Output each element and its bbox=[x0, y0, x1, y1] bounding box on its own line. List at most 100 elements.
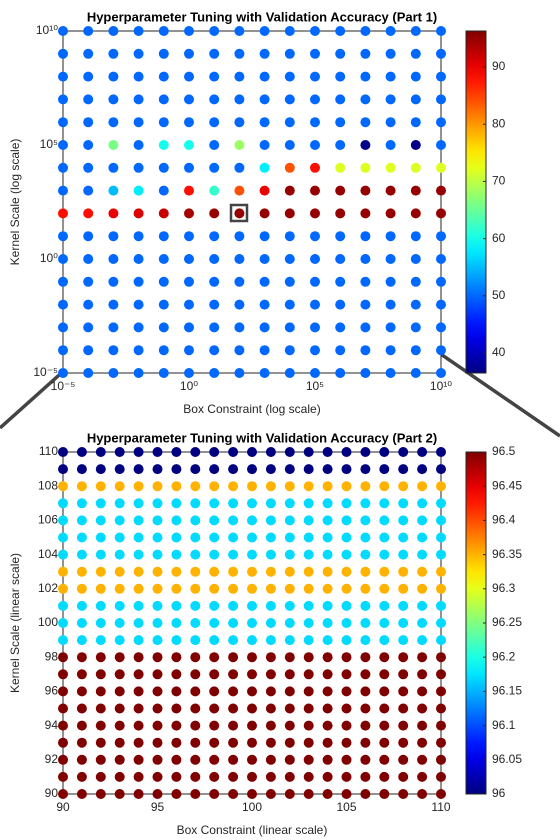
data-point bbox=[133, 771, 144, 782]
data-point bbox=[114, 481, 125, 492]
data-point bbox=[83, 71, 94, 82]
data-point bbox=[360, 532, 371, 543]
data-point bbox=[171, 515, 182, 526]
data-point bbox=[83, 117, 94, 128]
data-point bbox=[114, 583, 125, 594]
data-point bbox=[335, 117, 346, 128]
data-point bbox=[284, 117, 295, 128]
data-point bbox=[133, 652, 144, 663]
data-point bbox=[228, 600, 239, 611]
data-point bbox=[209, 481, 220, 492]
data-point bbox=[284, 299, 295, 310]
y-axis-label: Kernel Scale (log scale) bbox=[8, 139, 22, 266]
data-point bbox=[83, 185, 94, 196]
data-point bbox=[58, 26, 68, 36]
data-point bbox=[171, 532, 182, 543]
data-point bbox=[133, 464, 144, 475]
data-point bbox=[436, 26, 446, 36]
data-point bbox=[341, 464, 352, 475]
data-point bbox=[114, 566, 125, 577]
data-point bbox=[410, 299, 421, 310]
y-tick-label: 10⁰ bbox=[40, 251, 58, 265]
chart-title: Hyperparameter Tuning with Validation Ac… bbox=[87, 9, 437, 24]
data-point bbox=[108, 276, 119, 287]
data-point bbox=[335, 48, 346, 59]
data-point bbox=[228, 618, 239, 628]
y-tick-label: 102 bbox=[38, 581, 58, 595]
data-point bbox=[322, 498, 333, 509]
data-point bbox=[436, 583, 446, 594]
data-point bbox=[114, 652, 125, 663]
data-point bbox=[259, 231, 270, 242]
data-point bbox=[284, 254, 295, 264]
colorbar-tick-label: 96.05 bbox=[492, 752, 522, 766]
data-point bbox=[58, 94, 68, 105]
data-point bbox=[322, 447, 333, 457]
data-point bbox=[228, 549, 239, 560]
data-point bbox=[265, 498, 276, 509]
data-point bbox=[303, 618, 314, 628]
data-point bbox=[247, 771, 257, 782]
data-point bbox=[184, 276, 194, 287]
data-point bbox=[133, 583, 144, 594]
data-point bbox=[322, 464, 333, 475]
data-point bbox=[436, 71, 446, 82]
data-point bbox=[436, 635, 446, 646]
data-point bbox=[95, 737, 106, 748]
data-point bbox=[360, 322, 371, 333]
data-point bbox=[133, 185, 144, 196]
data-point bbox=[171, 635, 182, 646]
data-point bbox=[228, 754, 239, 765]
data-point bbox=[228, 686, 239, 697]
data-point bbox=[341, 703, 352, 714]
y-tick-label: 90 bbox=[45, 786, 59, 800]
data-point bbox=[171, 618, 182, 628]
data-point bbox=[398, 737, 409, 748]
data-point bbox=[284, 276, 295, 287]
data-point bbox=[379, 737, 390, 748]
data-point bbox=[385, 322, 396, 333]
data-point bbox=[247, 464, 257, 475]
data-point bbox=[284, 94, 295, 105]
data-point bbox=[322, 652, 333, 663]
data-point bbox=[209, 549, 220, 560]
data-point bbox=[335, 208, 346, 219]
data-point bbox=[385, 48, 396, 59]
data-point bbox=[360, 789, 371, 799]
data-point bbox=[322, 532, 333, 543]
data-point bbox=[379, 652, 390, 663]
data-point bbox=[265, 583, 276, 594]
data-point bbox=[228, 447, 239, 457]
data-point bbox=[341, 737, 352, 748]
data-point bbox=[310, 299, 320, 310]
zoom-box bbox=[229, 203, 249, 223]
data-point bbox=[398, 652, 409, 663]
data-point bbox=[171, 720, 182, 731]
colorbar-tick-label: 96.35 bbox=[492, 547, 522, 561]
data-point bbox=[184, 208, 194, 219]
data-point bbox=[341, 549, 352, 560]
data-point bbox=[114, 447, 125, 457]
data-point bbox=[410, 368, 421, 378]
data-point bbox=[322, 515, 333, 526]
data-point bbox=[310, 231, 320, 242]
data-point bbox=[152, 532, 163, 543]
data-point bbox=[108, 185, 119, 196]
data-point bbox=[58, 140, 68, 150]
data-point bbox=[335, 140, 346, 150]
data-point bbox=[284, 231, 295, 242]
data-point bbox=[417, 447, 428, 457]
data-point bbox=[58, 720, 68, 731]
data-point bbox=[58, 583, 68, 594]
data-point bbox=[360, 618, 371, 628]
data-point bbox=[247, 754, 257, 765]
data-point bbox=[171, 686, 182, 697]
data-point bbox=[234, 276, 245, 287]
data-point bbox=[83, 48, 94, 59]
data-point bbox=[310, 71, 320, 82]
data-point bbox=[58, 669, 68, 680]
data-point bbox=[108, 117, 119, 128]
data-point bbox=[58, 549, 68, 560]
data-point bbox=[133, 498, 144, 509]
data-point bbox=[436, 600, 446, 611]
